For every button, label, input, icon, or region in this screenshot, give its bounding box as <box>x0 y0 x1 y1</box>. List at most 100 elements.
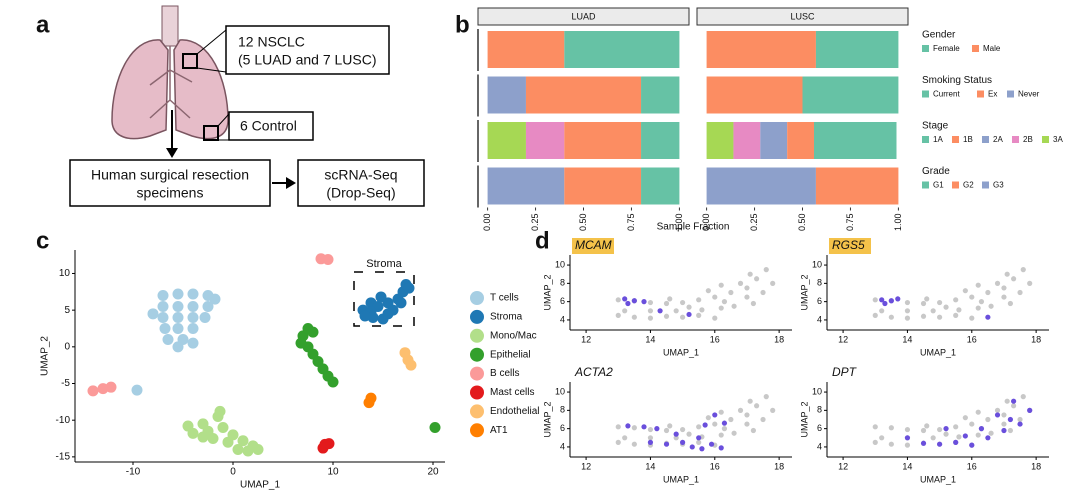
point <box>1004 398 1010 404</box>
legend-title: Gender <box>922 30 956 41</box>
x-tick-label: -10 <box>126 467 141 478</box>
bar-segment <box>706 167 816 205</box>
bar-segment <box>815 31 899 68</box>
point <box>673 435 679 441</box>
specimens-box <box>69 159 271 207</box>
point <box>1027 280 1033 286</box>
legend-marker <box>470 385 484 400</box>
x-tick-label: 16 <box>967 334 977 344</box>
point <box>187 427 199 439</box>
point <box>199 311 211 323</box>
legend-swatch <box>977 90 984 98</box>
legend-label: Epithelial <box>490 349 531 360</box>
point <box>1020 394 1026 400</box>
point <box>718 409 724 415</box>
point <box>744 294 750 300</box>
x-axis-title: UMAP_1 <box>920 474 956 484</box>
point <box>647 299 654 306</box>
legend-label: 2A <box>993 135 1003 144</box>
y-tick-label: 8 <box>817 405 822 415</box>
point <box>1011 403 1017 409</box>
point <box>696 439 702 445</box>
point <box>882 300 888 307</box>
y-tick-label: -10 <box>56 415 71 426</box>
bar-segment <box>641 122 680 159</box>
point <box>172 311 184 323</box>
right-lung <box>173 39 229 140</box>
point <box>1001 427 1007 434</box>
point <box>747 271 753 277</box>
point <box>696 297 702 303</box>
point <box>187 322 199 334</box>
x-tick-label: 0.00 <box>482 214 492 232</box>
y-tick-label: 4 <box>817 441 822 451</box>
legend-swatch <box>1012 136 1019 143</box>
nsclc-box <box>225 25 390 75</box>
point <box>994 412 1001 418</box>
y-tick-label: 8 <box>560 405 565 415</box>
point <box>975 409 981 415</box>
point <box>937 441 943 447</box>
point <box>737 407 744 413</box>
point <box>363 397 375 409</box>
point <box>1011 398 1017 404</box>
legend-swatch <box>922 136 929 143</box>
point <box>718 282 724 288</box>
point <box>953 312 959 318</box>
point <box>744 421 750 427</box>
bar-segment <box>564 31 680 68</box>
point <box>237 435 249 447</box>
legend-marker <box>470 328 484 343</box>
point <box>985 314 991 320</box>
y-tick-label: 0 <box>64 341 70 352</box>
legend-marker <box>470 309 484 324</box>
legend-swatch <box>922 45 929 52</box>
point <box>689 444 695 450</box>
bar-segment <box>525 76 642 114</box>
box-text: (Drop-Seq) <box>326 185 395 201</box>
point <box>888 441 894 447</box>
point <box>209 293 221 305</box>
point <box>904 426 911 433</box>
x-tick-label: 12 <box>581 461 591 471</box>
point <box>1001 285 1007 291</box>
point <box>937 299 943 306</box>
x-axis-title: UMAP_1 <box>240 480 280 491</box>
y-tick-label: 4 <box>560 314 565 324</box>
point <box>1007 427 1013 434</box>
legend-label: Mono/Mac <box>490 330 537 341</box>
point <box>1001 421 1007 427</box>
x-tick-label: 14 <box>902 461 912 471</box>
y-axis-title: UMAP_2 <box>542 274 552 310</box>
facet-label: LUAD <box>571 11 596 21</box>
box-text: specimens <box>137 185 204 201</box>
x-tick-label: 18 <box>1031 461 1041 471</box>
point <box>705 415 711 421</box>
point <box>879 297 885 303</box>
point <box>699 307 705 313</box>
point <box>969 294 975 300</box>
bar-segment <box>487 122 526 159</box>
point <box>920 313 927 319</box>
x-tick-label: 20 <box>427 467 439 478</box>
x-tick-label: 0.25 <box>749 214 759 232</box>
annotation: Stroma <box>366 258 402 270</box>
legend-label: Never <box>1018 90 1040 99</box>
panel-title: DPT <box>832 365 858 379</box>
legend-label: Ex <box>988 90 997 99</box>
point <box>702 422 708 428</box>
point <box>1017 416 1023 423</box>
point <box>307 326 319 338</box>
point <box>222 436 234 448</box>
bar-segment <box>814 122 897 159</box>
lung-illustration <box>111 5 230 141</box>
box-text: Human surgical resection <box>91 167 249 183</box>
point <box>395 297 407 309</box>
point <box>696 312 702 318</box>
x-tick-label: 12 <box>581 334 591 344</box>
point <box>718 445 724 451</box>
y-tick-label: 10 <box>812 386 822 396</box>
facet-strip <box>696 7 909 26</box>
connector <box>196 67 227 73</box>
